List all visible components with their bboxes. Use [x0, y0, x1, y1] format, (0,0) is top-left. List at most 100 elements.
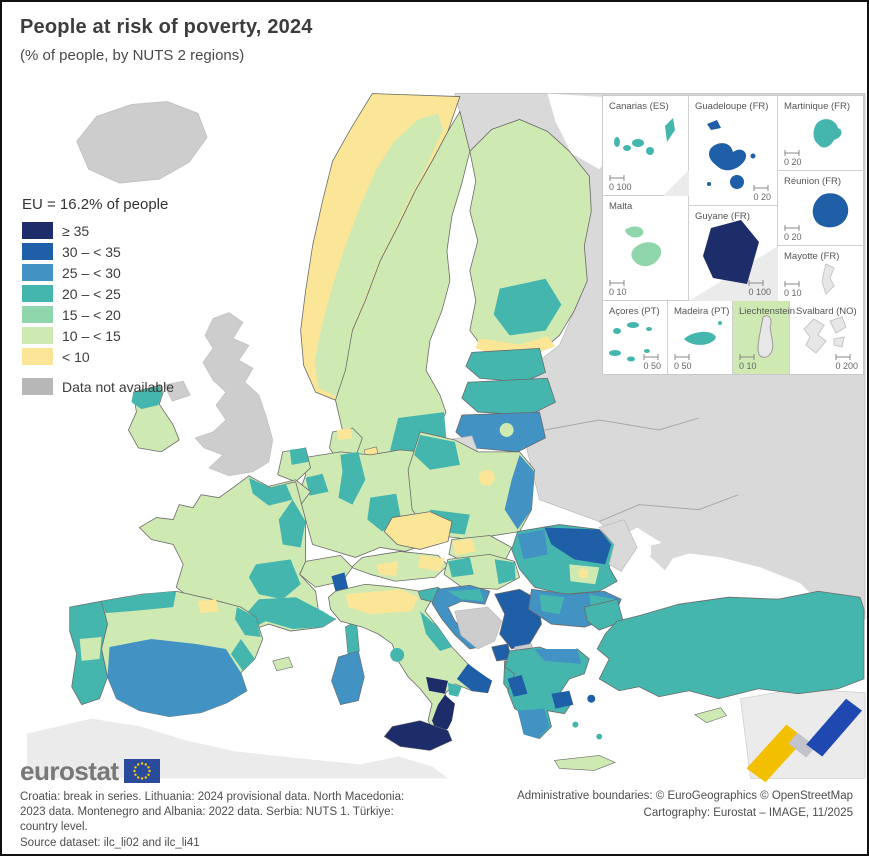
- black-sea: [606, 527, 821, 618]
- mayotte-map: [821, 263, 835, 295]
- scale-bar: 0 10: [739, 354, 757, 371]
- liechtenstein-map: [757, 315, 774, 358]
- legend-label: 15 – < 20: [62, 306, 121, 323]
- legend-label: < 10: [62, 348, 90, 365]
- region-spain-valencia: [230, 639, 255, 671]
- legend-row: 15 – < 20: [22, 304, 174, 325]
- region-lithuania-patch: [499, 423, 514, 437]
- legend-label: Data not available: [62, 378, 175, 395]
- scale-bar: 0 100: [748, 280, 771, 297]
- footnote-methodology: Croatia: break in series. Lithuania: 202…: [20, 791, 405, 834]
- region-italy-puglia: [456, 663, 492, 693]
- region-germany-patch: [338, 451, 366, 505]
- inset-label: Svalbard (NO): [796, 306, 857, 317]
- region-italy-basilicata: [447, 682, 462, 697]
- region-romania-patch: [517, 529, 548, 560]
- guadeloupe-map: [707, 120, 756, 189]
- region-romania-bucharest: [578, 568, 589, 579]
- inset-label: Malta: [609, 201, 633, 212]
- region-italy-adriatic: [420, 611, 452, 651]
- legend-row: 10 – < 15: [22, 325, 174, 346]
- canarias-map: [614, 118, 689, 196]
- inset-martinique: Martinique (FR) 0 20: [778, 96, 864, 171]
- region-balearics: [272, 656, 294, 672]
- inset-label: Guadeloupe (FR): [695, 101, 769, 112]
- inset-label: Guyane (FR): [695, 211, 750, 222]
- credit-cartography: Cartography: Eurostat – IMAGE, 11/2025: [643, 806, 853, 819]
- martinique-map: [813, 119, 842, 148]
- inset-label: Mayotte (FR): [784, 251, 840, 262]
- region-slovakia-patch: [451, 538, 476, 556]
- scale-bar: 0 10: [784, 281, 802, 298]
- legend-swatch: [22, 378, 53, 395]
- region-aegean-island: [572, 721, 579, 728]
- region-denmark-patch: [336, 428, 353, 440]
- region-crimea: [650, 539, 693, 571]
- region-portugal-patch: [79, 637, 102, 661]
- region-united-kingdom: [194, 312, 274, 477]
- madeira-map: [684, 321, 722, 345]
- region-germany-patch: [305, 473, 329, 496]
- legend-label: 20 – < 25: [62, 285, 121, 302]
- legend-label: ≥ 35: [62, 222, 90, 239]
- legend-swatch: [22, 306, 53, 323]
- legend-swatch: [22, 348, 53, 365]
- inset-panel: Canarias (ES) 0 100 Guadeloupe (FR): [602, 95, 864, 375]
- inset-guadeloupe: Guadeloupe (FR) 0 20: [689, 96, 778, 206]
- region-greece-west: [507, 674, 528, 697]
- scale-bar: 0 50: [643, 354, 661, 371]
- region-greece-attica: [551, 690, 574, 709]
- region-poland-patch: [414, 434, 460, 470]
- region-spain-south: [107, 639, 247, 717]
- region-crete: [553, 755, 616, 771]
- region-sardinia: [331, 650, 365, 706]
- scale-bar: 0 100: [609, 175, 632, 192]
- region-latvia: [461, 377, 556, 416]
- inset-acores: Açores (PT) 0 50: [603, 301, 668, 374]
- region-netherlands-patch: [289, 447, 309, 465]
- header: People at risk of poverty, 2024 (% of pe…: [20, 16, 313, 64]
- region-aegean-island: [596, 733, 603, 740]
- region-turkiye-european: [583, 598, 624, 631]
- inset-mayotte: Mayotte (FR) 0 10: [778, 246, 864, 301]
- region-aegean-island: [587, 694, 596, 703]
- scale-bar: 0 20: [784, 150, 802, 167]
- region-estonia: [465, 347, 546, 383]
- credit-boundaries: Administrative boundaries: © EuroGeograp…: [517, 790, 853, 802]
- legend-swatch: [22, 327, 53, 344]
- eurostat-logo-text: eurostat: [20, 756, 119, 786]
- inset-liechtenstein: Liechtenstein 0 10: [733, 301, 795, 374]
- region-poland-patch: [504, 454, 535, 530]
- legend-row: < 10: [22, 346, 174, 367]
- legend-eu-note: EU = 16.2% of people: [22, 196, 169, 213]
- legend-swatch: [22, 264, 53, 281]
- legend-label: 25 – < 30: [62, 264, 121, 281]
- legend-row-no-data: Data not available: [22, 376, 174, 397]
- inset-label: Canarias (ES): [609, 101, 669, 112]
- region-poland-warsaw: [478, 469, 495, 486]
- region-switzerland-ticino: [331, 572, 349, 592]
- region-greece-north: [534, 648, 582, 664]
- region-ireland-patch: [131, 386, 163, 410]
- region-turkiye: [596, 590, 865, 700]
- scale-bar: 0 20: [784, 225, 802, 242]
- region-sicily: [383, 720, 453, 751]
- region-hungary-patch: [494, 559, 516, 585]
- guyane-map: [689, 220, 778, 301]
- inset-label: Madeira (PT): [674, 306, 730, 317]
- inset-label: Liechtenstein: [739, 306, 795, 317]
- legend-row: 20 – < 25: [22, 283, 174, 304]
- svalbard-map: [803, 316, 847, 354]
- reunion-map: [812, 193, 849, 228]
- region-bosnia: [454, 606, 503, 650]
- malta-map: [625, 226, 662, 267]
- legend-label: 30 – < 35: [62, 243, 121, 260]
- inset-label: Martinique (FR): [784, 101, 850, 112]
- inset-label: Réunion (FR): [784, 176, 842, 187]
- region-romania-patch: [544, 527, 612, 565]
- eu-flag-stars: [132, 762, 151, 780]
- region-italy-campania: [426, 676, 448, 694]
- region-italy-calabria: [432, 694, 455, 735]
- region-finland-patch: [493, 278, 562, 336]
- region-france-patch: [248, 559, 301, 600]
